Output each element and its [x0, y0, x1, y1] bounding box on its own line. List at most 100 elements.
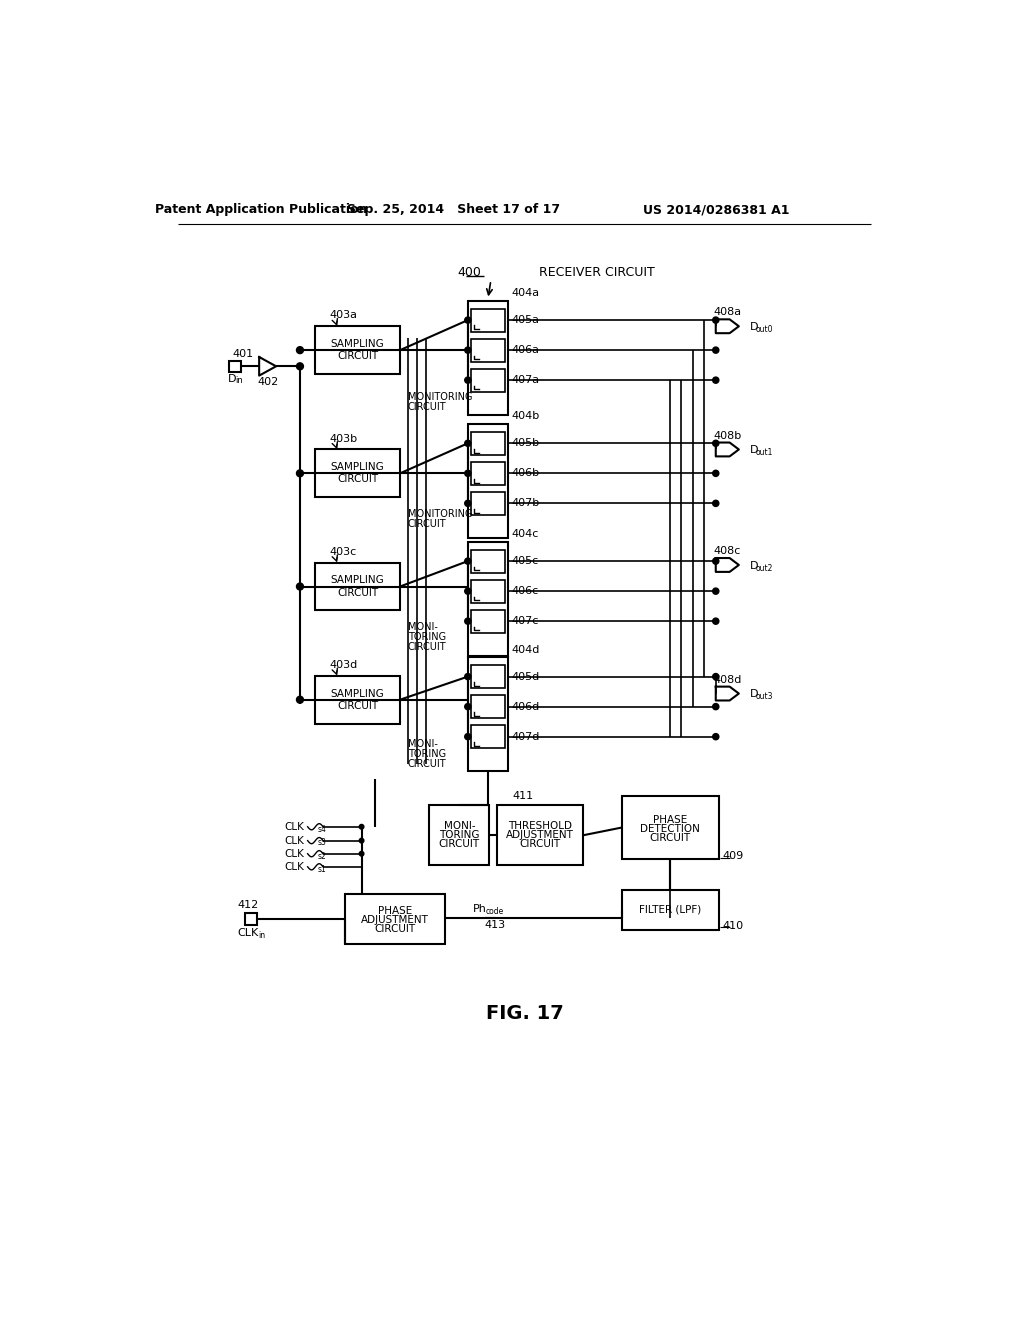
Text: CIRCUIT: CIRCUIT [337, 474, 378, 484]
Text: D: D [228, 374, 237, 384]
Text: out1: out1 [756, 447, 773, 457]
Circle shape [297, 583, 303, 590]
Text: SAMPLING: SAMPLING [331, 689, 385, 698]
Text: CLK: CLK [285, 822, 304, 832]
Text: 403d: 403d [330, 660, 357, 671]
Text: CIRCUIT: CIRCUIT [337, 587, 378, 598]
Text: in: in [258, 931, 265, 940]
Text: 406c: 406c [512, 586, 539, 597]
Text: 407b: 407b [512, 499, 540, 508]
Circle shape [465, 470, 471, 477]
Text: SAMPLING: SAMPLING [331, 576, 385, 585]
Circle shape [713, 618, 719, 624]
Text: out2: out2 [756, 564, 773, 573]
Circle shape [465, 441, 471, 446]
Bar [471, 368, 505, 392]
Text: s4: s4 [317, 825, 327, 833]
Bar [229, 360, 242, 372]
Bar [315, 326, 400, 374]
Circle shape [713, 317, 719, 323]
Bar [315, 562, 400, 610]
Text: 408b: 408b [713, 430, 741, 441]
Circle shape [465, 378, 471, 383]
Text: D: D [750, 689, 758, 700]
Circle shape [297, 363, 303, 370]
Text: 407c: 407c [512, 616, 539, 626]
Circle shape [359, 851, 364, 857]
Circle shape [713, 500, 719, 507]
Text: 405b: 405b [512, 438, 540, 449]
Text: US 2014/0286381 A1: US 2014/0286381 A1 [642, 203, 790, 216]
Bar [471, 492, 505, 515]
Text: s1: s1 [317, 865, 327, 874]
Text: 410: 410 [723, 921, 743, 931]
Text: CLK: CLK [237, 928, 258, 939]
Bar [497, 805, 584, 866]
Bar [315, 449, 400, 498]
Bar [468, 543, 508, 656]
Circle shape [713, 441, 719, 446]
Text: CIRCUIT: CIRCUIT [374, 924, 416, 935]
Bar [471, 309, 505, 331]
Text: ADJUSTMENT: ADJUSTMENT [506, 830, 574, 841]
Text: FIG. 17: FIG. 17 [486, 1003, 563, 1023]
Text: 408a: 408a [714, 308, 741, 317]
Bar [468, 424, 508, 539]
Circle shape [465, 704, 471, 710]
Text: 403b: 403b [330, 434, 357, 444]
Text: 402: 402 [257, 376, 279, 387]
Bar [471, 665, 505, 688]
Circle shape [465, 558, 471, 564]
Text: 406b: 406b [512, 469, 540, 478]
Text: MONI-: MONI- [408, 622, 437, 631]
Text: SAMPLING: SAMPLING [331, 339, 385, 348]
Text: CIRCUIT: CIRCUIT [408, 642, 446, 652]
Circle shape [713, 558, 719, 564]
Bar [622, 890, 719, 929]
Text: CIRCUIT: CIRCUIT [408, 519, 446, 529]
Text: 400: 400 [458, 265, 481, 279]
Bar [345, 894, 444, 944]
Text: 406a: 406a [512, 345, 540, 355]
Text: 412: 412 [237, 900, 258, 911]
Text: 407d: 407d [512, 731, 540, 742]
Text: D: D [750, 322, 758, 333]
Text: 407a: 407a [512, 375, 540, 385]
Text: MONITORING: MONITORING [408, 392, 472, 403]
Bar [471, 725, 505, 748]
Circle shape [713, 673, 719, 680]
Bar [471, 610, 505, 632]
Text: TORING: TORING [408, 631, 445, 642]
Text: 409: 409 [723, 851, 744, 861]
Circle shape [713, 704, 719, 710]
Text: 404c: 404c [512, 529, 539, 539]
Text: D: D [750, 445, 758, 455]
Bar [468, 301, 508, 414]
Text: 404d: 404d [512, 644, 540, 655]
Circle shape [713, 470, 719, 477]
Text: 405d: 405d [512, 672, 540, 681]
Circle shape [465, 618, 471, 624]
Bar [471, 339, 505, 362]
Text: 405c: 405c [512, 556, 539, 566]
Text: s2: s2 [317, 851, 327, 861]
Text: CLK: CLK [285, 849, 304, 859]
Circle shape [297, 347, 303, 354]
Text: CIRCUIT: CIRCUIT [519, 840, 561, 850]
Circle shape [465, 589, 471, 594]
Text: 406d: 406d [512, 702, 540, 711]
Circle shape [713, 378, 719, 383]
Bar [471, 432, 505, 455]
Text: CLK: CLK [285, 862, 304, 871]
Text: Patent Application Publication: Patent Application Publication [156, 203, 368, 216]
Text: s3: s3 [317, 838, 327, 847]
Bar [471, 462, 505, 484]
Text: TORING: TORING [439, 830, 479, 841]
Bar [468, 657, 508, 771]
Text: ADJUSTMENT: ADJUSTMENT [360, 915, 429, 925]
Text: RECEIVER CIRCUIT: RECEIVER CIRCUIT [539, 265, 654, 279]
Text: TORING: TORING [408, 748, 445, 759]
Circle shape [713, 347, 719, 354]
Circle shape [359, 838, 364, 843]
Text: 404a: 404a [512, 288, 540, 298]
